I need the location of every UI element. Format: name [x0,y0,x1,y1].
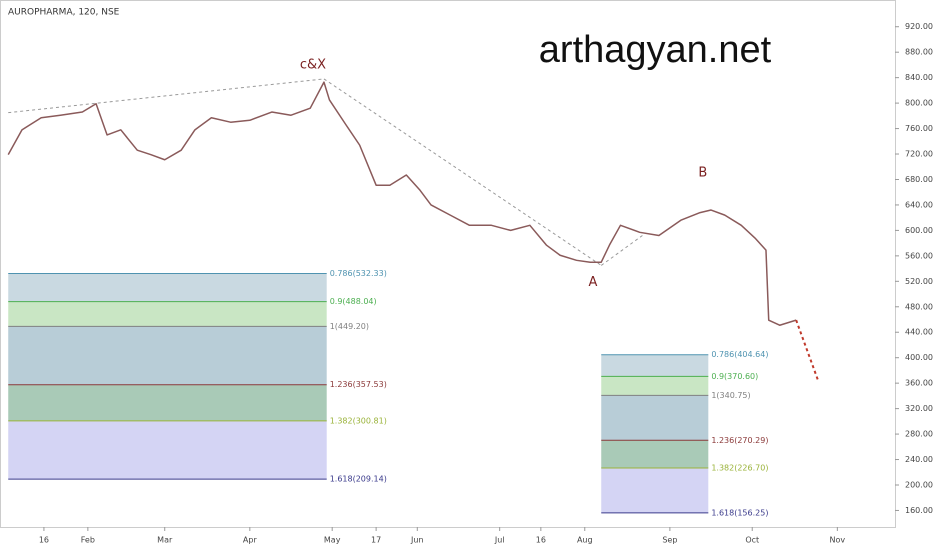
fib-label: 0.786(532.33) [330,269,387,278]
fib-band [8,326,327,385]
wave-label: c&X [300,57,326,72]
x-tick-label: Apr [243,536,258,545]
x-tick-label: 16 [536,536,546,545]
fib-label: 1.236(270.29) [711,436,768,445]
x-tick-label: Mar [157,536,173,545]
x-tick-label: May [324,536,341,545]
fib-label: 1.382(300.81) [330,416,387,425]
fib-label: 1(449.20) [330,322,369,331]
x-tick-label: Feb [81,536,95,545]
y-tick-label: 640.00 [905,200,933,209]
trendline [8,78,325,114]
fib-band [8,420,327,480]
y-tick-label: 200.00 [905,480,933,489]
chart-title: AUROPHARMA, 120, NSE [8,8,120,18]
fib-band [601,467,709,513]
fib-label: 0.9(488.04) [330,297,377,306]
wave-label: A [589,275,598,290]
x-tick-label: 16 [39,536,49,545]
y-tick-label: 320.00 [905,404,933,413]
y-tick-label: 160.00 [905,506,933,515]
y-tick-label: 600.00 [905,226,933,235]
y-tick-label: 760.00 [905,124,933,133]
y-tick-label: 800.00 [905,99,933,108]
y-tick-label: 520.00 [905,277,933,286]
y-tick-label: 880.00 [905,48,933,57]
fib-band [601,376,709,396]
x-tick-label: Nov [830,536,846,545]
wave-label: B [698,166,707,181]
fib-label: 1(340.75) [711,391,750,400]
fib-band [601,354,709,377]
x-tick-label: Jul [494,536,505,545]
y-tick-label: 680.00 [905,175,933,184]
y-tick-label: 440.00 [905,328,933,337]
x-tick-label: Jun [410,536,424,545]
fib-band [601,395,709,441]
watermark: arthagyan.net [539,29,772,71]
fib-label: 0.9(370.60) [711,372,758,381]
fib-band [8,273,327,302]
fib-label: 1.618(156.25) [711,508,768,517]
plot-border [0,0,896,528]
x-tick-label: 17 [371,536,381,545]
x-tick-label: Sep [662,536,677,545]
fib-band [8,301,327,327]
y-tick-label: 720.00 [905,150,933,159]
fib-label: 1.236(357.53) [330,380,387,389]
y-tick-label: 840.00 [905,73,933,82]
y-tick-label: 400.00 [905,353,933,362]
y-tick-label: 560.00 [905,251,933,260]
y-tick-label: 480.00 [905,302,933,311]
fib-band [601,440,709,468]
fib-band [8,384,327,421]
x-tick-label: Aug [577,536,593,545]
trendline [600,235,643,266]
projection-line [795,319,820,381]
price-line [7,81,797,326]
fib-label: 1.382(226.70) [711,463,768,472]
x-tick-label: Oct [745,536,759,545]
fib-label: 1.618(209.14) [330,475,387,484]
y-tick-label: 920.00 [905,22,933,31]
y-tick-label: 280.00 [905,430,933,439]
trendline [323,78,602,266]
y-tick-label: 240.00 [905,455,933,464]
fib-label: 0.786(404.64) [711,350,768,359]
y-tick-label: 360.00 [905,379,933,388]
